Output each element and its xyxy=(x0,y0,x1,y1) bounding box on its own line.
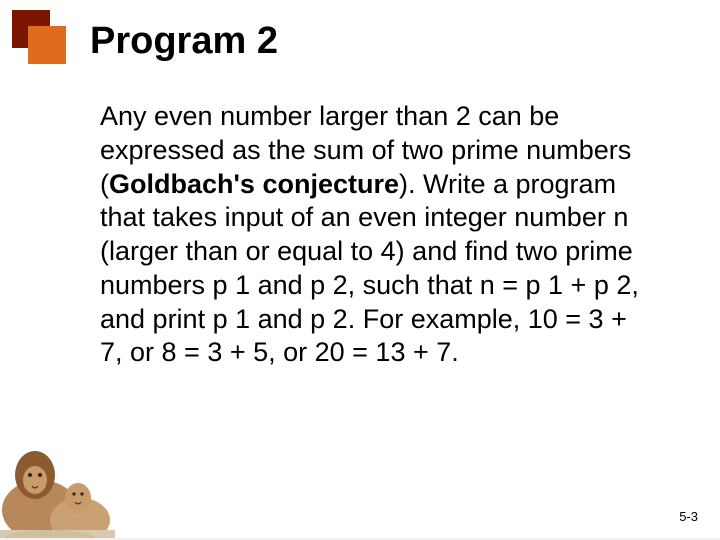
accent-square-orange xyxy=(28,26,66,64)
corner-accent xyxy=(0,0,70,70)
page-number: 5-3 xyxy=(679,509,698,524)
slide-title: Program 2 xyxy=(90,20,278,63)
lion-image xyxy=(0,420,115,540)
slide: { "title": "Program 2", "body_pre": "Any… xyxy=(0,0,720,540)
body-bold: Goldbach's conjecture xyxy=(109,169,399,199)
slide-body: Any even number larger than 2 can be exp… xyxy=(100,100,640,370)
